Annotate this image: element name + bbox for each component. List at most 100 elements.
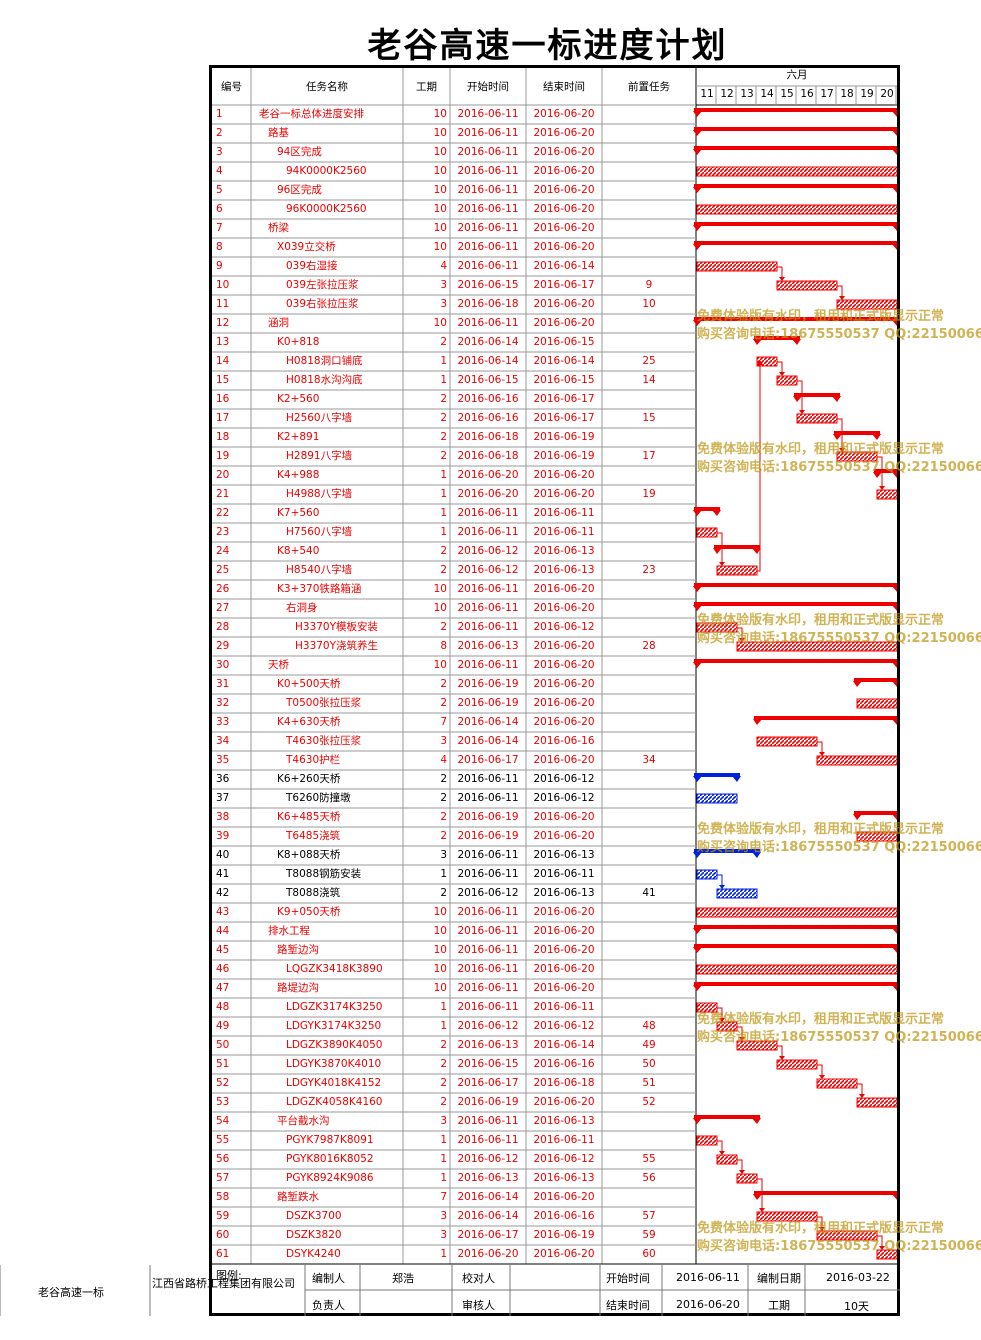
- task-name: K6+260天桥: [277, 773, 341, 785]
- dependency-arrow: [779, 372, 785, 376]
- task-end: 2016-06-20: [533, 963, 595, 975]
- task-start: 2016-06-11: [457, 165, 519, 177]
- watermark-text: 免费体验版有水印，租用和正式版显示正常: [697, 613, 945, 628]
- task-name: 天桥: [268, 659, 289, 671]
- task-start: 2016-06-11: [457, 146, 519, 158]
- dependency-line: [817, 1064, 823, 1076]
- summary-cap-right: [892, 320, 897, 326]
- task-bar: [696, 907, 897, 918]
- task-name: 涵洞: [268, 317, 289, 329]
- task-duration: 2: [440, 336, 447, 348]
- task-id: 50: [216, 1039, 230, 1051]
- task-bar: [776, 375, 798, 386]
- summary-cap-left: [693, 187, 702, 193]
- summary-cap-left: [753, 1194, 762, 1200]
- task-start: 2016-06-19: [457, 1096, 519, 1108]
- summary-bar: [714, 545, 760, 549]
- task-end: 2016-06-12: [533, 773, 595, 785]
- task-name: 老谷一标总体进度安排: [259, 108, 364, 120]
- task-duration: 3: [440, 1229, 447, 1241]
- task-bar: [716, 565, 758, 576]
- dependency-arrow: [739, 638, 745, 642]
- task-start: 2016-06-12: [457, 564, 519, 576]
- task-name: K7+560: [277, 507, 320, 519]
- task-duration: 10: [433, 127, 447, 139]
- task-bar: [756, 736, 818, 747]
- task-id: 33: [216, 716, 230, 728]
- task-end: 2016-06-20: [533, 165, 595, 177]
- header-id: 编号: [221, 81, 242, 93]
- task-name: 路堤边沟: [277, 982, 319, 994]
- dependency-arrow: [757, 360, 763, 365]
- task-duration: 4: [440, 754, 447, 766]
- task-id: 54: [216, 1115, 230, 1127]
- task-bar: [696, 261, 778, 272]
- dependency-line: [777, 361, 783, 373]
- summary-bar: [694, 773, 740, 777]
- task-name: K0+818: [277, 336, 320, 348]
- task-start: 2016-06-11: [457, 184, 519, 196]
- task-start: 2016-06-11: [457, 849, 519, 861]
- summary-cap-left: [833, 434, 842, 440]
- summary-bar: [694, 602, 897, 606]
- task-id: 56: [216, 1153, 230, 1165]
- task-name: H2891八字墙: [286, 450, 353, 462]
- task-end: 2016-06-20: [533, 716, 595, 728]
- task-duration: 1: [440, 1172, 447, 1184]
- task-start: 2016-06-13: [457, 1039, 519, 1051]
- dependency-line: [857, 1083, 863, 1095]
- task-name: H0818洞口铺底: [286, 355, 363, 367]
- task-name: H3370Y浇筑养生: [295, 640, 379, 652]
- summary-cap-left: [693, 111, 702, 117]
- task-name: 96K0000K2560: [286, 203, 367, 215]
- summary-bar: [874, 469, 897, 473]
- summary-bar: [854, 678, 897, 682]
- task-end: 2016-06-20: [533, 906, 595, 918]
- task-name: LDGZK3174K3250: [286, 1001, 383, 1013]
- task-duration: 4: [440, 260, 447, 272]
- summary-cap-left: [753, 719, 762, 725]
- task-name: H4988八字墙: [286, 488, 353, 500]
- summary-bar: [694, 317, 897, 321]
- task-start: 2016-06-11: [457, 868, 519, 880]
- task-bar: [716, 1154, 738, 1165]
- task-end: 2016-06-20: [533, 1191, 595, 1203]
- task-bar: [856, 1097, 897, 1108]
- task-start: 2016-06-11: [457, 792, 519, 804]
- task-duration: 10: [433, 317, 447, 329]
- task-name: 平台截水沟: [277, 1115, 330, 1127]
- task-end: 2016-06-14: [533, 1039, 595, 1051]
- task-end: 2016-06-13: [533, 887, 595, 899]
- task-end: 2016-06-20: [533, 1096, 595, 1108]
- task-id: 32: [216, 697, 230, 709]
- task-duration: 10: [433, 203, 447, 215]
- task-start: 2016-06-19: [457, 811, 519, 823]
- task-duration: 2: [440, 811, 447, 823]
- task-end: 2016-06-19: [533, 431, 595, 443]
- task-bar: [736, 641, 897, 652]
- task-name: 桥梁: [268, 222, 289, 234]
- task-end: 2016-06-20: [533, 469, 595, 481]
- summary-cap-right: [892, 225, 897, 231]
- dependency-line: [737, 627, 743, 639]
- task-name: H2560八字墙: [286, 412, 353, 424]
- task-id: 3: [216, 146, 223, 158]
- watermark-text: 购买咨询电话:18675550537 QQ:22150066: [697, 840, 981, 855]
- dependency-arrow: [779, 1056, 785, 1060]
- task-id: 4: [216, 165, 223, 177]
- task-end: 2016-06-16: [533, 735, 595, 747]
- task-id: 16: [216, 393, 230, 405]
- task-start: 2016-06-19: [457, 678, 519, 690]
- summary-cap-right: [872, 434, 881, 440]
- task-duration: 2: [440, 792, 447, 804]
- dependency-line: [877, 456, 883, 487]
- task-id: 1: [216, 108, 223, 120]
- task-name: LDGYK4018K4152: [286, 1077, 382, 1089]
- dependency-line: [757, 364, 761, 572]
- task-duration: 10: [433, 108, 447, 120]
- task-start: 2016-06-17: [457, 1077, 519, 1089]
- task-id: 41: [216, 868, 230, 880]
- task-id: 21: [216, 488, 230, 500]
- task-end: 2016-06-16: [533, 1210, 595, 1222]
- task-duration: 1: [440, 374, 447, 386]
